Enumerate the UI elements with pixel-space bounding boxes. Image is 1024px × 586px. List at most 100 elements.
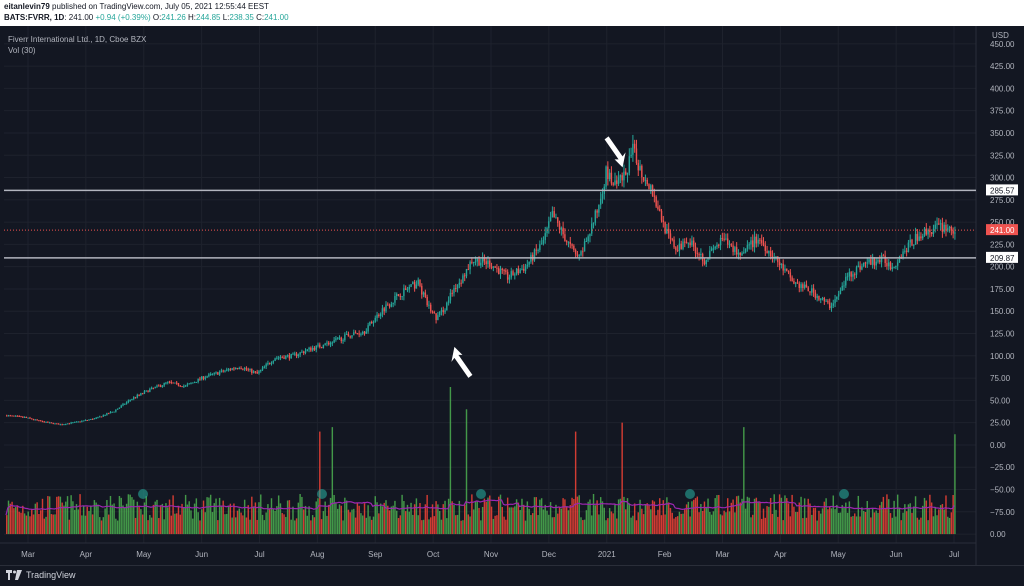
candle — [401, 296, 403, 298]
volume-bar — [199, 520, 201, 535]
volume-bar — [726, 498, 729, 535]
volume-bar — [803, 498, 806, 535]
candle — [109, 412, 112, 414]
volume-bar — [523, 504, 525, 535]
candle — [302, 351, 305, 354]
volume-bar — [474, 501, 477, 535]
volume-bar — [916, 517, 919, 535]
volume-bar — [846, 512, 849, 535]
volume-bar — [705, 506, 707, 535]
candle — [796, 282, 799, 284]
candle — [854, 274, 856, 276]
volume-bar — [286, 500, 289, 535]
volume-bar — [510, 507, 512, 535]
volume-bar — [546, 510, 548, 535]
candle — [922, 236, 924, 239]
candle — [544, 233, 546, 241]
candle — [90, 418, 92, 420]
volume-bar — [36, 502, 38, 535]
volume-bar — [304, 505, 307, 535]
candle — [696, 253, 699, 255]
candle — [324, 343, 326, 345]
time-tick-label: Jul — [949, 550, 959, 559]
volume-bar — [811, 514, 813, 535]
volume-bar — [619, 498, 622, 535]
candle — [637, 163, 639, 171]
volume-bar — [646, 503, 648, 535]
candle — [446, 302, 448, 311]
candle — [23, 416, 26, 418]
volume-bar — [238, 508, 241, 535]
volume-bar — [807, 498, 809, 535]
volume-bar — [317, 498, 319, 535]
candle — [199, 378, 201, 380]
volume-bar — [760, 518, 763, 535]
candle — [32, 419, 35, 421]
volume-bar — [750, 517, 752, 535]
candle — [145, 390, 147, 392]
symbol-title: Fiverr International Ltd., 1D, Cboe BZX — [8, 35, 147, 44]
candle — [746, 245, 749, 249]
volume-bar — [712, 511, 715, 535]
volume-bar — [932, 516, 935, 535]
volume-bar — [501, 507, 504, 535]
volume-bar — [771, 513, 774, 535]
volume-bar — [431, 504, 434, 535]
volume-bar — [791, 494, 793, 535]
candle — [836, 296, 838, 300]
volume-bar — [90, 506, 92, 535]
price-tick-label: 400.00 — [990, 84, 1015, 93]
volume-bar — [508, 507, 511, 535]
candle — [705, 259, 707, 265]
volume-bar — [453, 504, 455, 535]
volume-bar — [292, 506, 294, 535]
volume-bar — [270, 498, 273, 535]
volume-bar — [424, 504, 427, 535]
volume-bar — [82, 505, 85, 535]
volume-bar — [351, 509, 353, 535]
candle — [156, 385, 158, 387]
volume-bar — [633, 503, 636, 535]
volume-bar — [828, 506, 831, 535]
volume-bar — [415, 498, 418, 535]
tradingview-logo[interactable]: TradingView — [6, 570, 76, 580]
volume-bar — [821, 508, 824, 535]
candle — [431, 311, 434, 313]
volume-bar — [950, 512, 953, 535]
volume-bar — [125, 503, 128, 535]
candle — [728, 244, 731, 246]
volume-bar — [911, 512, 913, 535]
price-tick-label: 150.00 — [990, 307, 1015, 316]
volume-bar — [607, 518, 609, 535]
volume-bar — [315, 501, 317, 535]
candle — [349, 336, 351, 338]
volume-bar — [322, 511, 325, 535]
volume-bar — [832, 495, 834, 535]
volume-bar — [394, 500, 396, 535]
candle — [45, 421, 47, 423]
candle — [39, 420, 42, 422]
candle — [587, 236, 589, 241]
volume-bar — [50, 514, 53, 535]
volume-bar — [118, 496, 121, 535]
candle — [72, 422, 74, 424]
volume-bar — [464, 504, 466, 535]
candle — [458, 282, 461, 285]
price-chart[interactable]: 450.00 425.00 400.00 375.00 350.00 325.00 300.… — [0, 26, 1024, 565]
candle — [188, 383, 190, 385]
candle — [354, 332, 357, 334]
candle — [902, 251, 904, 259]
candle — [57, 423, 60, 425]
candle — [438, 311, 441, 316]
candle — [236, 368, 239, 370]
time-tick-label: Apr — [774, 550, 787, 559]
candle — [759, 239, 761, 241]
volume-bar — [220, 505, 223, 535]
volume-bar — [326, 515, 328, 535]
candle — [265, 364, 267, 367]
candle — [131, 398, 133, 400]
username[interactable]: eitanlevin79 — [4, 2, 50, 11]
candle — [442, 310, 444, 313]
candle — [283, 357, 285, 359]
candle — [517, 268, 520, 273]
